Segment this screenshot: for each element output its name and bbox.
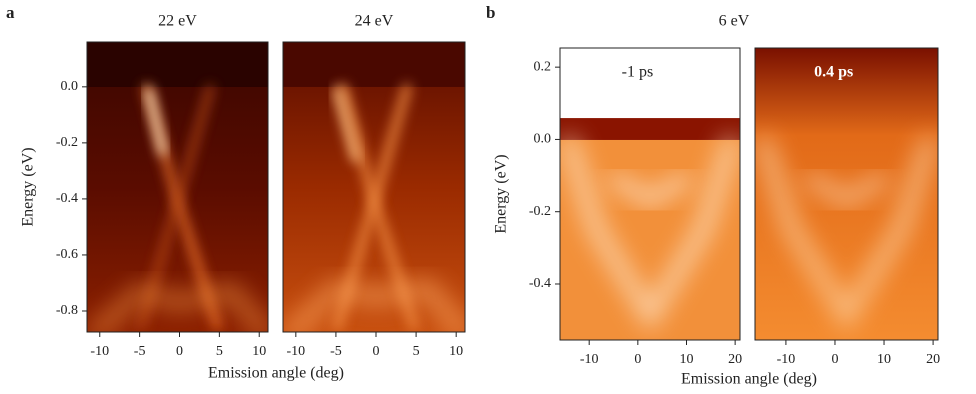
panel-label: a (6, 3, 15, 22)
x-tick-label: 10 (679, 352, 693, 367)
x-tick-label: 5 (413, 344, 420, 359)
y-tick-label: 0.2 (534, 59, 552, 74)
intensity-region (560, 118, 740, 140)
frame (86, 41, 269, 333)
y-tick-label: -0.4 (529, 276, 551, 291)
y-axis-label: Energy (eV) (20, 147, 37, 226)
x-tick-label: 5 (216, 344, 223, 359)
y-tick-label: 0.0 (61, 79, 79, 94)
x-tick-label: 0 (176, 344, 183, 359)
panel-title: 22 eV (158, 13, 197, 30)
intensity-band (89, 283, 268, 332)
intensity-image (87, 42, 268, 332)
panel-label: b (486, 3, 495, 22)
y-axis-label: Energy (eV) (493, 154, 510, 233)
x-tick-label: 0 (831, 352, 838, 367)
x-tick-label: -10 (286, 344, 305, 359)
intensity-image (283, 42, 465, 332)
intensity-band (561, 136, 739, 332)
intensity-band (284, 279, 465, 332)
intensity-band (137, 84, 215, 331)
x-tick-label: 10 (449, 344, 463, 359)
x-tick-label: 20 (728, 352, 742, 367)
intensity-image (755, 48, 938, 340)
x-tick-label: -10 (90, 344, 109, 359)
frame (559, 47, 741, 341)
x-tick-label: -10 (777, 352, 796, 367)
y-tick-label: -0.2 (56, 135, 78, 150)
x-axis-label: Emission angle (deg) (681, 371, 817, 388)
intensity-region (283, 42, 465, 87)
group-title: 6 eV (719, 13, 750, 30)
x-tick-label: 20 (926, 352, 940, 367)
intensity-band (333, 86, 361, 163)
annotation: 0.4 ps (814, 64, 853, 81)
frame (754, 47, 939, 341)
annotation: -1 ps (622, 64, 654, 81)
frame (282, 41, 466, 333)
panel-title: 24 eV (355, 13, 394, 30)
intensity-band (756, 136, 937, 332)
intensity-image (560, 48, 740, 340)
intensity-band (145, 87, 167, 156)
y-tick-label: -0.8 (56, 303, 78, 318)
intensity-band (608, 173, 692, 207)
intensity-band (803, 173, 890, 207)
x-tick-label: -10 (580, 352, 599, 367)
x-tick-label: 0 (373, 344, 380, 359)
x-tick-label: 10 (252, 344, 266, 359)
x-tick-label: 0 (634, 352, 641, 367)
x-tick-label: -5 (134, 344, 146, 359)
intensity-region (87, 42, 268, 87)
y-tick-label: -0.4 (56, 191, 78, 206)
x-tick-label: -5 (330, 344, 342, 359)
intensity-region (560, 48, 740, 119)
x-axis-label: Emission angle (deg) (208, 365, 344, 382)
y-tick-label: 0.0 (534, 132, 552, 147)
y-tick-label: -0.2 (529, 204, 551, 219)
y-tick-label: -0.6 (56, 247, 78, 262)
x-tick-label: 10 (877, 352, 891, 367)
